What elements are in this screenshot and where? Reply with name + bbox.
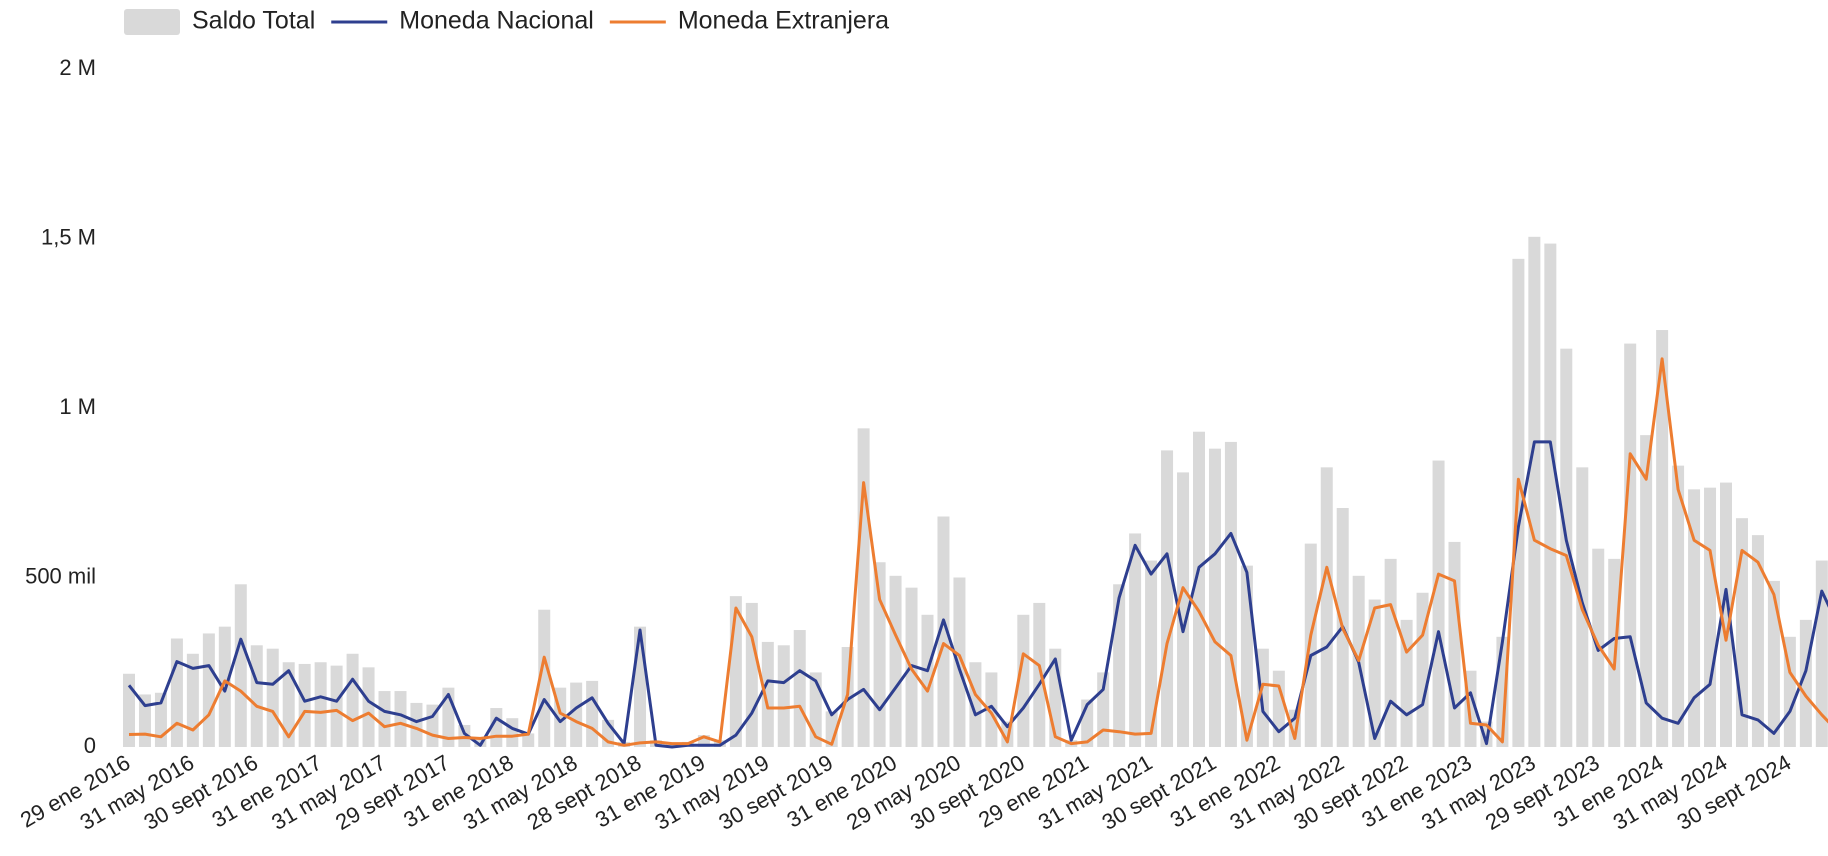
bar [170,638,183,747]
bar [1688,489,1701,747]
bar [1720,482,1732,747]
bar [378,691,391,747]
bar [522,733,535,747]
bar [282,662,295,747]
bar [953,577,966,747]
bar [1656,330,1669,747]
bar [570,682,583,747]
bar [761,641,774,747]
bar [697,735,710,747]
bar [250,645,263,747]
bar [1384,558,1397,747]
bar [1672,465,1685,747]
bar [266,648,279,747]
y-tick-label: 2 M [59,55,96,80]
bar [186,653,199,747]
bar [634,626,647,747]
legend-label: Saldo Total [192,7,315,35]
bar [1129,533,1142,747]
bar [1448,541,1461,747]
bar [538,609,551,747]
bar [1192,431,1205,747]
bar [985,672,998,747]
bar [474,736,487,747]
bar [1208,448,1221,747]
bar [1161,450,1174,747]
bar [1544,243,1557,747]
bar [1177,472,1190,747]
bar [410,702,423,747]
bar [1368,599,1381,747]
bar [1272,670,1285,747]
bar [1113,584,1126,747]
bar [921,614,934,747]
bar [362,667,375,747]
bar [458,724,471,747]
bar [1432,460,1445,747]
bar [506,718,519,747]
y-tick-label: 1 M [59,394,96,419]
bar [1145,560,1158,747]
bar [777,645,790,747]
bar [330,665,343,747]
bar [1400,619,1413,747]
bar [1751,535,1764,747]
bar [346,653,359,747]
bar [1767,580,1780,747]
bar [1640,435,1653,747]
legend-swatch [124,9,180,35]
bar [1704,487,1717,747]
bar [1624,343,1637,747]
bar [665,743,678,747]
bar [1224,441,1237,747]
bar [1416,592,1429,747]
legend-label: Moneda Extranjera [678,7,889,35]
bar [1304,543,1317,747]
bar [234,584,247,747]
bar [1560,348,1573,747]
y-tick-label: 500 mil [25,563,96,588]
line-series [128,357,1828,747]
y-tick-label: 0 [84,733,96,758]
bar [857,428,870,747]
bar [889,575,902,747]
bar [793,630,806,747]
bar [1017,614,1030,747]
line-series [127,440,1828,749]
bar [298,663,311,747]
y-tick-label: 1,5 M [41,224,96,249]
bar [586,680,599,747]
bar [745,602,758,747]
bar [937,516,950,747]
bar [1528,236,1541,747]
bar [202,633,215,747]
bar [1320,467,1333,747]
bar [123,673,135,747]
bar [1033,602,1046,747]
bar [314,662,327,747]
legend-label: Moneda Nacional [399,7,594,35]
bar [394,691,407,747]
